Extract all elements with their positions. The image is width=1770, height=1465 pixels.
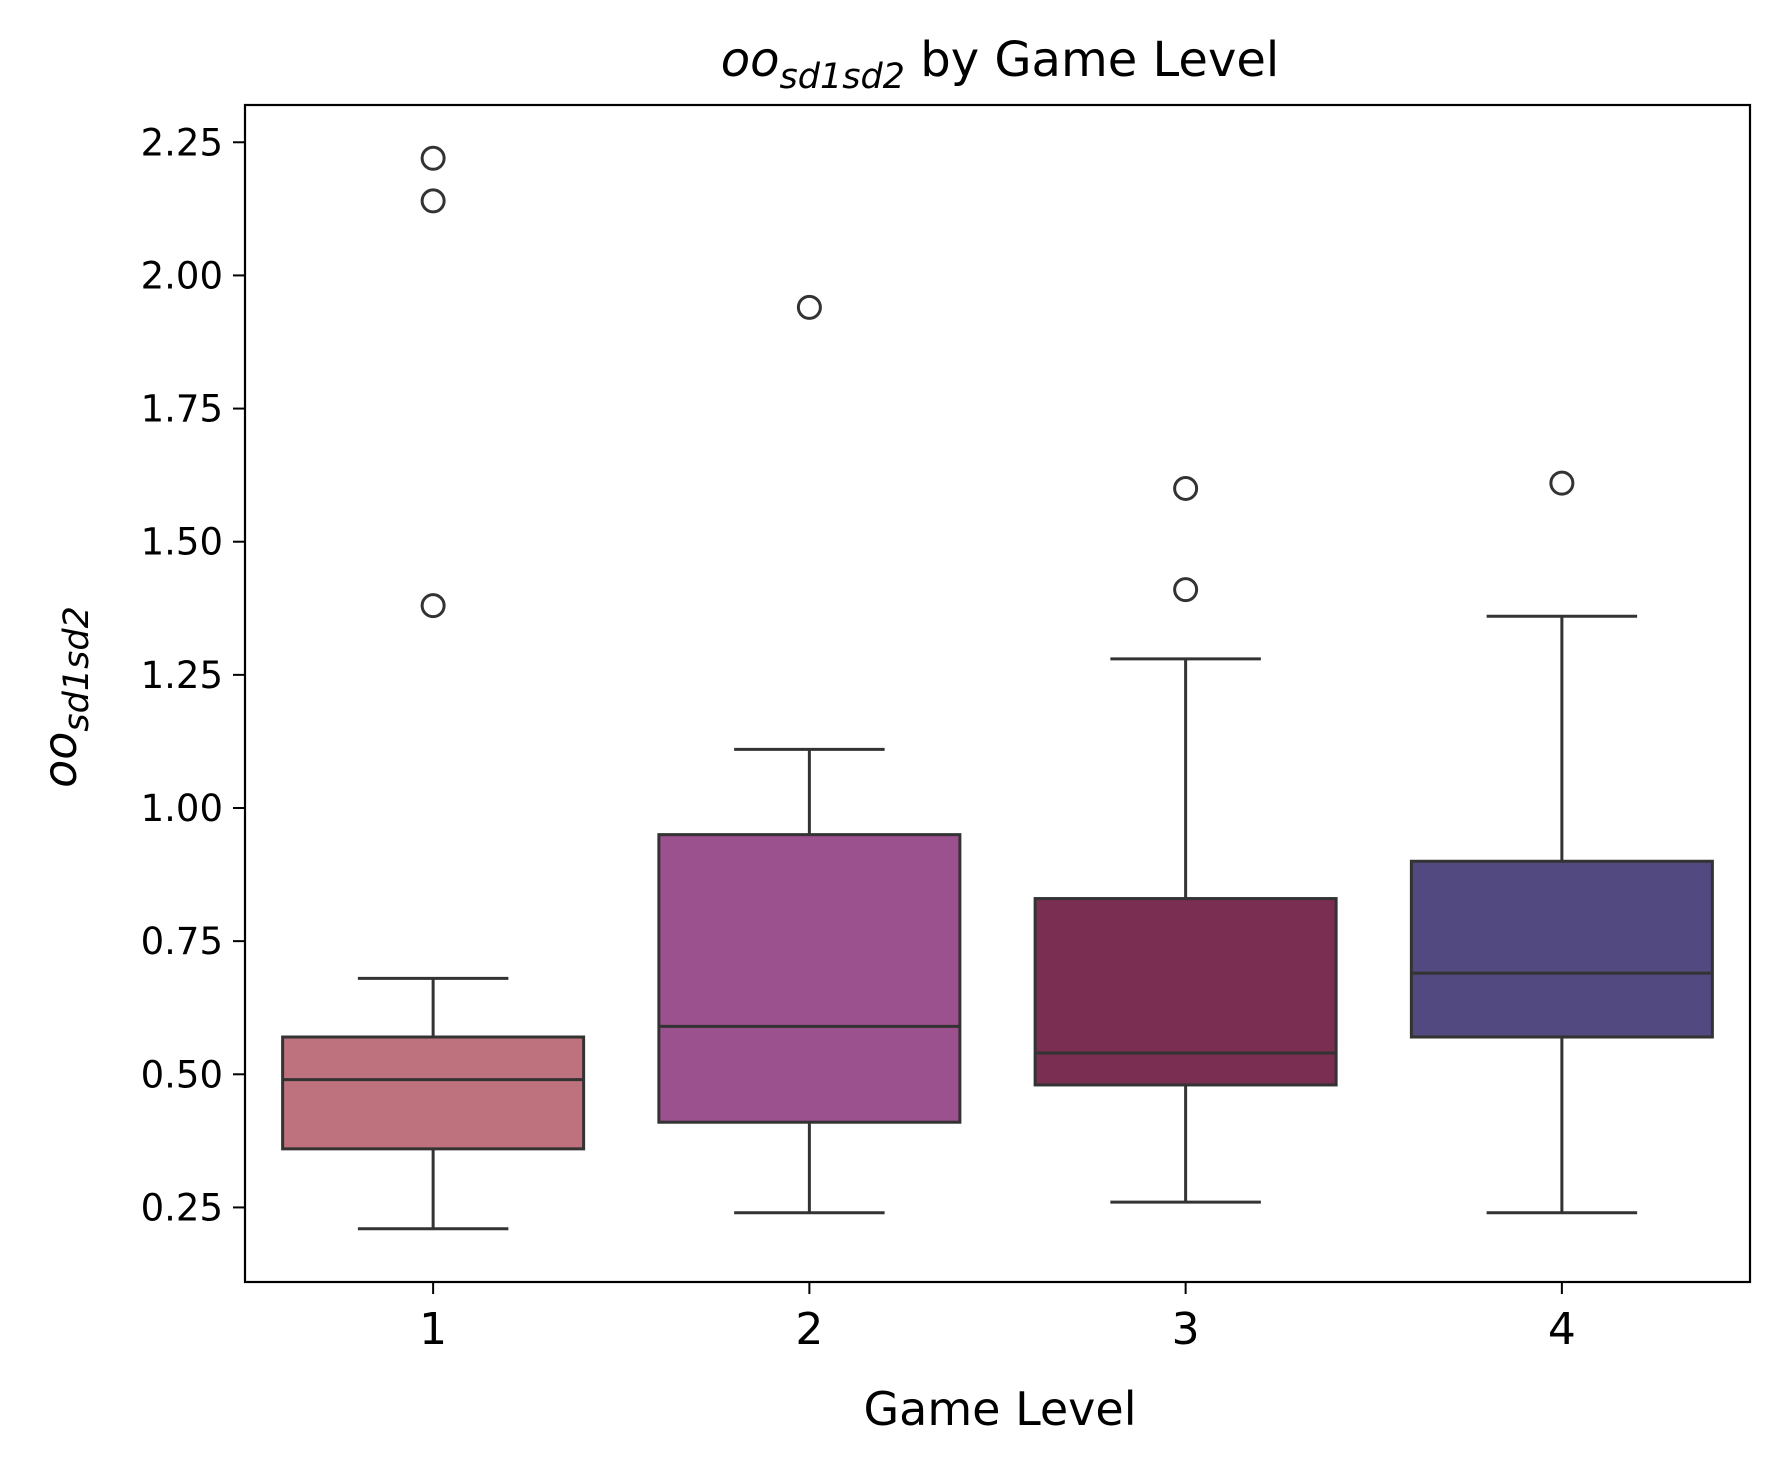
y-tick-label: 2.00 xyxy=(141,254,223,297)
chart-title-rest: by Game Level xyxy=(905,32,1279,88)
box-1-body xyxy=(281,1035,586,1151)
box-3-body xyxy=(1033,897,1338,1087)
y-tick-label: 1.50 xyxy=(141,521,223,564)
box-2-body xyxy=(657,833,962,1124)
x-axis-label: Game Level xyxy=(864,1382,1137,1436)
box-4-outlier-point xyxy=(1549,470,1575,496)
y-axis-label-subscript: sd1sd2 xyxy=(57,606,97,731)
box-4-body xyxy=(1409,859,1714,1039)
y-tick-label: 0.75 xyxy=(141,920,223,963)
chart-title-subscript: sd1sd2 xyxy=(780,57,905,97)
y-axis-label: oosd1sd2 xyxy=(33,606,97,788)
chart-title-symbol: oo xyxy=(721,32,780,88)
y-tick-label: 1.00 xyxy=(141,787,223,830)
x-tick-label: 2 xyxy=(795,1304,823,1355)
box-1-outlier-point xyxy=(420,145,446,171)
plot-area: 0.25 0.50 0.75 1.00 1.25 1.50 1.75 2.00 2.25 1 2 3 4 xyxy=(141,103,1752,1355)
box-1-outlier-point xyxy=(420,188,446,214)
x-tick-label: 1 xyxy=(419,1304,447,1355)
chart-title: oosd1sd2 by Game Level xyxy=(721,32,1279,97)
plot-frame xyxy=(243,103,1752,1284)
box-1-outlier-point xyxy=(420,593,446,619)
box-2-outlier-point xyxy=(796,294,822,320)
y-tick-label: 0.50 xyxy=(141,1053,223,1096)
box-3-outlier-point xyxy=(1173,475,1199,501)
y-tick-label: 1.75 xyxy=(141,388,223,431)
y-tick-label: 1.25 xyxy=(141,654,223,697)
x-tick-label: 3 xyxy=(1172,1304,1200,1355)
x-tick-label: 4 xyxy=(1548,1304,1576,1355)
y-tick-label: 2.25 xyxy=(141,121,223,164)
y-axis-label-symbol: oo xyxy=(33,732,87,788)
box-3-outlier-point xyxy=(1173,577,1199,603)
y-tick-label: 0.25 xyxy=(141,1186,223,1229)
